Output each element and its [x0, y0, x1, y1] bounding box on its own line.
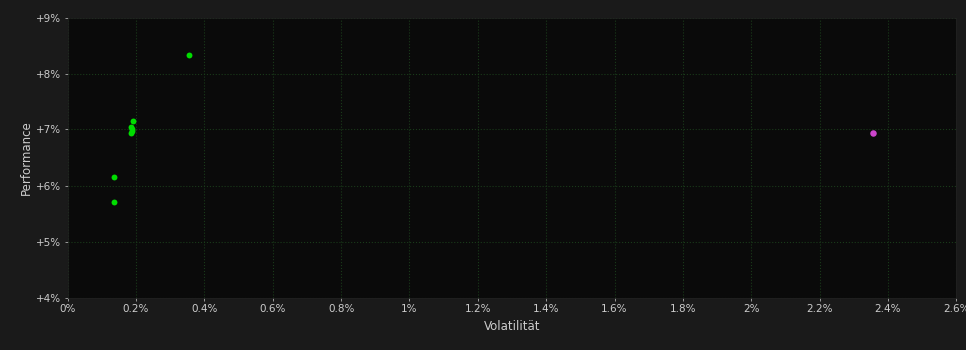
Point	[106, 199, 122, 205]
Point	[125, 118, 140, 124]
Point	[106, 174, 122, 180]
Point	[125, 127, 140, 132]
Point	[123, 131, 138, 136]
Point	[123, 124, 138, 130]
Point	[182, 52, 197, 58]
Point	[124, 128, 139, 134]
Point	[865, 131, 880, 136]
X-axis label: Volatilität: Volatilität	[484, 320, 540, 333]
Y-axis label: Performance: Performance	[19, 120, 33, 195]
